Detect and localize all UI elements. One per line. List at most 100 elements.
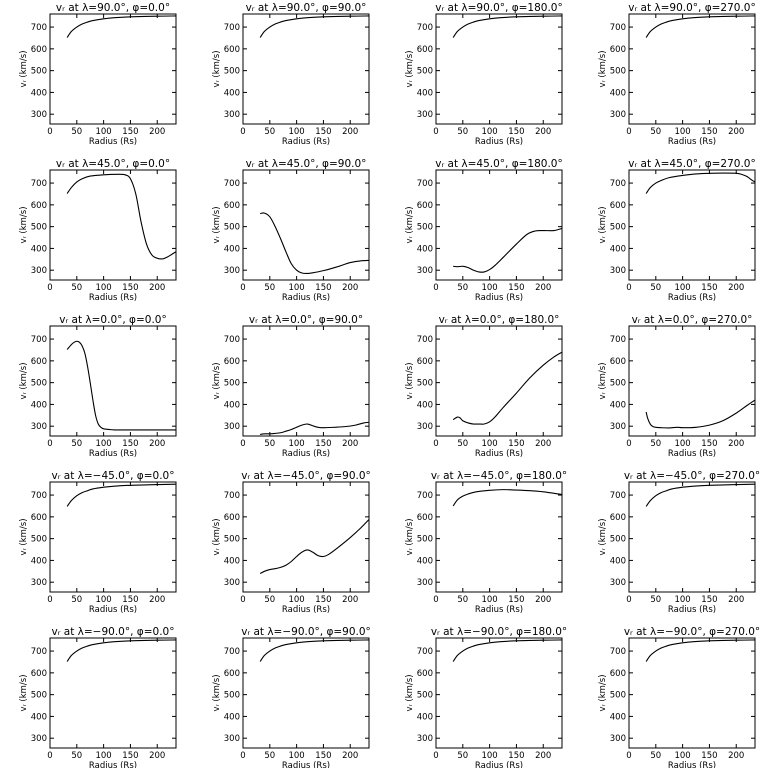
x-axis-label: Radius (Rs) <box>668 137 716 147</box>
x-tick-label: 50 <box>650 283 661 293</box>
y-tick-label: 600 <box>31 45 47 55</box>
y-axis-label: vᵣ (km/s) <box>598 674 608 711</box>
y-tick-label: 400 <box>417 712 433 722</box>
plot-frame <box>628 481 756 593</box>
y-axis-label: vᵣ (km/s) <box>212 206 222 243</box>
y-tick-label: 400 <box>31 400 47 410</box>
y-tick-label: 700 <box>224 647 240 657</box>
x-tick-label: 200 <box>535 283 551 293</box>
y-tick-label: 700 <box>417 335 433 345</box>
x-axis-label: Radius (Rs) <box>475 761 523 768</box>
x-tick-label: 50 <box>650 127 661 137</box>
series-line <box>645 483 756 507</box>
x-axis-label: Radius (Rs) <box>282 293 330 303</box>
y-tick-label: 500 <box>31 691 47 701</box>
x-axis-label: Radius (Rs) <box>282 605 330 615</box>
x-tick-label: 100 <box>481 439 497 449</box>
series-line <box>645 15 756 38</box>
x-tick-label: 0 <box>47 127 52 137</box>
plot-frame <box>628 13 756 125</box>
x-tick-label: 100 <box>95 283 111 293</box>
x-tick-label: 0 <box>47 283 52 293</box>
x-tick-label: 100 <box>674 439 690 449</box>
plot-frame <box>242 325 370 437</box>
x-tick-label: 0 <box>240 127 245 137</box>
plot-frame <box>49 325 177 437</box>
x-tick-label: 200 <box>342 127 358 137</box>
y-tick-label: 600 <box>31 513 47 523</box>
plot-frame <box>435 13 563 125</box>
panel-title: vᵣ at λ=90.0°, φ=90.0° <box>246 2 367 14</box>
x-tick-label: 0 <box>240 439 245 449</box>
y-tick-label: 400 <box>224 244 240 254</box>
series-line <box>645 399 756 429</box>
y-tick-label: 400 <box>610 88 626 98</box>
y-tick-label: 600 <box>31 669 47 679</box>
y-tick-label: 300 <box>31 266 47 276</box>
series-line <box>66 340 176 431</box>
x-tick-label: 200 <box>149 439 165 449</box>
x-tick-label: 150 <box>315 127 331 137</box>
x-tick-label: 200 <box>535 751 551 761</box>
y-tick-label: 500 <box>31 379 47 389</box>
x-tick-label: 150 <box>122 595 138 605</box>
y-tick-label: 300 <box>224 422 240 432</box>
y-tick-label: 400 <box>31 556 47 566</box>
y-tick-label: 400 <box>31 712 47 722</box>
x-tick-label: 150 <box>508 595 524 605</box>
x-tick-label: 200 <box>149 751 165 761</box>
x-tick-label: 0 <box>626 439 631 449</box>
y-tick-label: 400 <box>417 88 433 98</box>
series-line <box>260 212 370 275</box>
x-axis-label: Radius (Rs) <box>475 137 523 147</box>
series-line <box>259 15 370 38</box>
panel-title: vᵣ at λ=45.0°, φ=270.0° <box>628 158 756 170</box>
y-tick-label: 600 <box>417 201 433 211</box>
y-tick-label: 400 <box>610 712 626 722</box>
y-axis-label: vᵣ (km/s) <box>405 50 415 87</box>
x-tick-label: 150 <box>701 751 717 761</box>
y-tick-label: 300 <box>31 578 47 588</box>
x-tick-label: 50 <box>264 595 275 605</box>
y-tick-label: 700 <box>224 335 240 345</box>
x-tick-label: 200 <box>535 439 551 449</box>
y-tick-label: 600 <box>610 669 626 679</box>
y-axis-label: vᵣ (km/s) <box>19 206 29 243</box>
x-tick-label: 150 <box>315 439 331 449</box>
y-tick-label: 400 <box>31 244 47 254</box>
y-tick-label: 500 <box>610 379 626 389</box>
panel-2: vᵣ at λ=90.0°, φ=90.0° 0 50 100 150 200 300 400… <box>212 2 370 147</box>
y-tick-label: 400 <box>224 556 240 566</box>
panel-title: vᵣ at λ=0.0°, φ=180.0° <box>439 314 560 326</box>
x-tick-label: 150 <box>508 283 524 293</box>
x-tick-label: 0 <box>626 283 631 293</box>
x-tick-label: 200 <box>342 595 358 605</box>
x-tick-label: 200 <box>342 751 358 761</box>
y-tick-label: 400 <box>610 556 626 566</box>
x-tick-label: 100 <box>674 283 690 293</box>
panel-title: vᵣ at λ=−45.0°, φ=0.0° <box>52 470 175 482</box>
x-axis-label: Radius (Rs) <box>668 293 716 303</box>
panel-7: vᵣ at λ=45.0°, φ=180.0° 0 50 100 150 200 300 40… <box>405 158 563 303</box>
series-line <box>452 639 563 662</box>
plot-frame <box>49 637 177 749</box>
x-tick-label: 50 <box>71 127 82 137</box>
y-tick-label: 500 <box>610 535 626 545</box>
x-tick-label: 0 <box>433 127 438 137</box>
panel-title: vᵣ at λ=−90.0°, φ=270.0° <box>624 626 760 638</box>
x-tick-label: 200 <box>535 595 551 605</box>
x-axis-label: Radius (Rs) <box>89 605 137 615</box>
y-axis-label: vᵣ (km/s) <box>405 206 415 243</box>
series-line <box>452 15 563 38</box>
y-tick-label: 300 <box>417 578 433 588</box>
x-tick-label: 100 <box>288 283 304 293</box>
y-tick-label: 600 <box>224 201 240 211</box>
plot-frame <box>242 481 370 593</box>
x-axis-label: Radius (Rs) <box>668 761 716 768</box>
x-axis-label: Radius (Rs) <box>668 605 716 615</box>
x-tick-label: 200 <box>728 439 744 449</box>
x-tick-label: 0 <box>47 595 52 605</box>
y-tick-label: 700 <box>610 23 626 33</box>
x-tick-label: 100 <box>481 751 497 761</box>
y-tick-label: 300 <box>417 266 433 276</box>
